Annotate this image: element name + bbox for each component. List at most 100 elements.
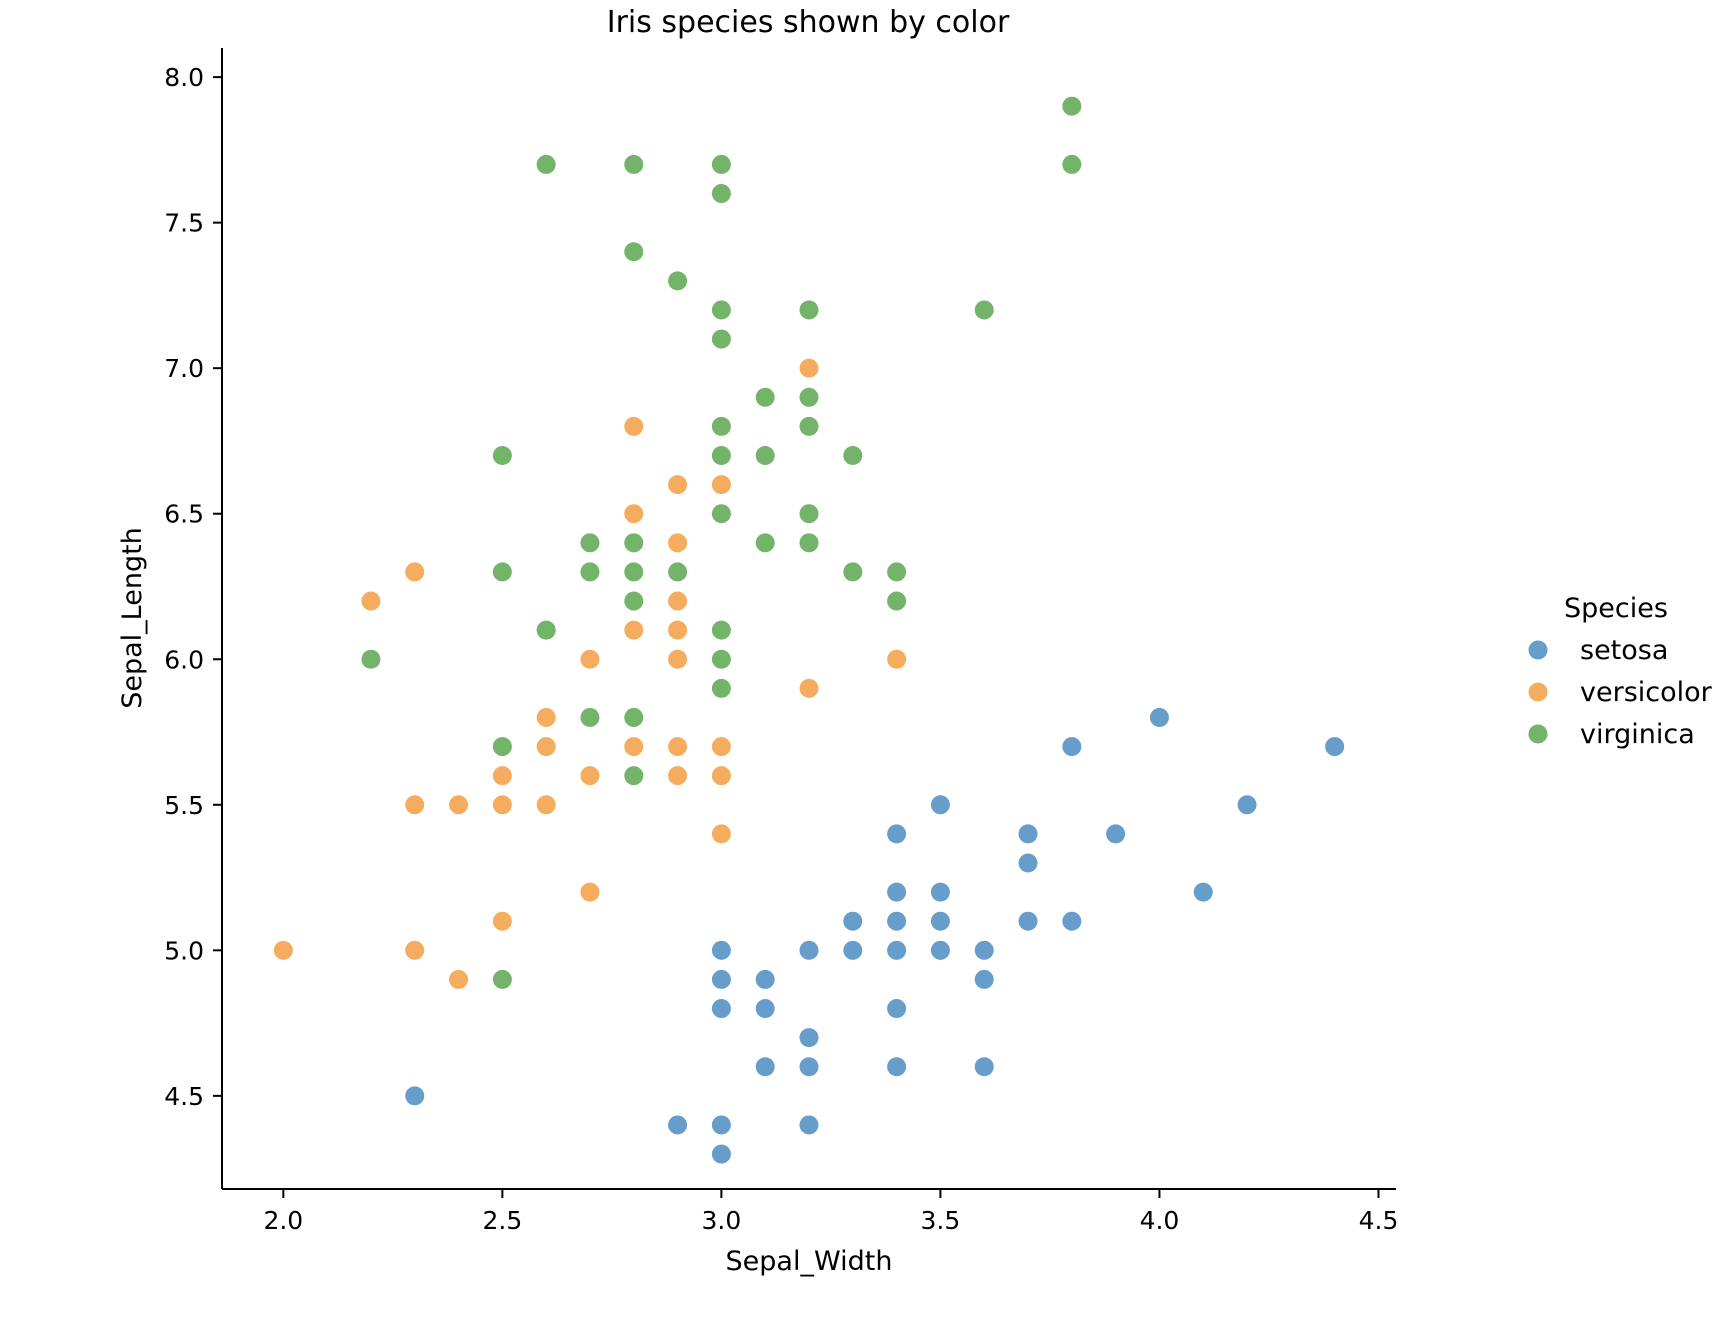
- data-point-virginica: [580, 562, 600, 582]
- data-point-setosa: [799, 1028, 819, 1048]
- data-point-setosa: [711, 1144, 731, 1164]
- data-point-setosa: [1237, 795, 1257, 815]
- data-point-virginica: [580, 707, 600, 727]
- data-point-versicolor: [492, 766, 512, 786]
- data-point-setosa: [711, 1115, 731, 1135]
- data-point-virginica: [580, 533, 600, 553]
- data-point-versicolor: [668, 766, 688, 786]
- data-point-setosa: [711, 999, 731, 1019]
- data-point-versicolor: [711, 824, 731, 844]
- data-point-virginica: [711, 154, 731, 174]
- data-point-versicolor: [580, 649, 600, 669]
- data-point-virginica: [887, 591, 907, 611]
- data-point-versicolor: [668, 649, 688, 669]
- legend-label-setosa: setosa: [1580, 635, 1668, 666]
- data-point-setosa: [930, 940, 950, 960]
- data-point-virginica: [624, 591, 644, 611]
- data-point-setosa: [974, 969, 994, 989]
- data-point-setosa: [974, 1057, 994, 1077]
- data-point-setosa: [1062, 737, 1082, 757]
- data-point-virginica: [711, 678, 731, 698]
- data-point-virginica: [711, 620, 731, 640]
- data-point-setosa: [887, 824, 907, 844]
- data-point-setosa: [887, 911, 907, 931]
- data-point-virginica: [711, 504, 731, 524]
- data-point-virginica: [624, 707, 644, 727]
- data-point-versicolor: [668, 591, 688, 611]
- data-point-virginica: [887, 562, 907, 582]
- data-point-virginica: [711, 416, 731, 436]
- data-point-virginica: [624, 562, 644, 582]
- data-point-versicolor: [624, 737, 644, 757]
- data-point-versicolor: [273, 940, 293, 960]
- data-point-setosa: [1149, 707, 1169, 727]
- data-point-setosa: [1062, 911, 1082, 931]
- data-point-virginica: [843, 562, 863, 582]
- data-point-virginica: [799, 416, 819, 436]
- legend: Species setosa versicolor virginica: [1528, 593, 1713, 750]
- data-point-versicolor: [449, 969, 469, 989]
- data-point-versicolor: [536, 737, 556, 757]
- data-point-virginica: [711, 184, 731, 204]
- data-point-setosa: [843, 940, 863, 960]
- data-point-setosa: [930, 795, 950, 815]
- y-tick-label: 8.0: [164, 63, 204, 92]
- data-point-virginica: [755, 446, 775, 465]
- data-point-setosa: [974, 940, 994, 960]
- data-point-versicolor: [668, 475, 688, 495]
- data-point-versicolor: [668, 533, 688, 553]
- data-point-versicolor: [799, 678, 819, 698]
- data-point-virginica: [492, 969, 512, 989]
- data-point-virginica: [536, 620, 556, 640]
- data-point-setosa: [930, 882, 950, 902]
- data-point-setosa: [755, 999, 775, 1019]
- legend-marker-setosa: [1528, 640, 1548, 660]
- data-point-setosa: [711, 969, 731, 989]
- data-point-versicolor: [536, 795, 556, 815]
- data-point-virginica: [668, 562, 688, 582]
- y-tick-label: 5.5: [164, 791, 204, 820]
- data-point-versicolor: [711, 737, 731, 757]
- data-point-virginica: [1062, 96, 1082, 116]
- data-point-virginica: [1062, 154, 1082, 174]
- y-tick-label: 7.5: [164, 209, 204, 238]
- data-point-virginica: [492, 737, 512, 757]
- data-point-virginica: [755, 387, 775, 407]
- data-point-versicolor: [624, 416, 644, 436]
- data-point-versicolor: [492, 911, 512, 931]
- data-point-versicolor: [449, 795, 469, 815]
- y-tick-label: 6.0: [164, 645, 204, 674]
- data-point-setosa: [755, 969, 775, 989]
- data-point-versicolor: [668, 737, 688, 757]
- data-point-virginica: [755, 533, 775, 553]
- x-tick-label: 3.5: [921, 1206, 961, 1235]
- data-point-setosa: [799, 940, 819, 960]
- data-point-versicolor: [624, 620, 644, 640]
- data-point-versicolor: [536, 707, 556, 727]
- legend-marker-virginica: [1528, 724, 1548, 744]
- data-point-virginica: [711, 649, 731, 669]
- data-point-versicolor: [799, 358, 819, 378]
- data-point-versicolor: [668, 620, 688, 640]
- chart-title: Iris species shown by color: [607, 5, 1010, 40]
- y-axis-title: Sepal_Length: [117, 527, 148, 709]
- data-point-setosa: [668, 1115, 688, 1135]
- data-point-virginica: [799, 504, 819, 524]
- x-tick-label: 4.5: [1359, 1206, 1399, 1235]
- data-point-setosa: [1325, 737, 1345, 757]
- data-points: [273, 96, 1345, 1164]
- data-point-setosa: [887, 999, 907, 1019]
- data-point-setosa: [887, 1057, 907, 1077]
- data-point-virginica: [799, 300, 819, 320]
- y-tick-label: 6.5: [164, 500, 204, 529]
- data-point-virginica: [711, 329, 731, 349]
- data-point-virginica: [492, 562, 512, 582]
- data-point-setosa: [1193, 882, 1213, 902]
- y-tick-label: 5.0: [164, 936, 204, 965]
- plot-area: 2.0 2.5 3.0 3.5 4.0 4.5 4.5 5.0 5.5 6.0 6.5 7.0 7.5…: [164, 48, 1398, 1235]
- x-axis-ticks: 2.0 2.5 3.0 3.5 4.0 4.5: [263, 1189, 1398, 1235]
- x-tick-label: 4.0: [1140, 1206, 1180, 1235]
- x-tick-label: 3.0: [702, 1206, 742, 1235]
- data-point-virginica: [624, 154, 644, 174]
- data-point-setosa: [1106, 824, 1126, 844]
